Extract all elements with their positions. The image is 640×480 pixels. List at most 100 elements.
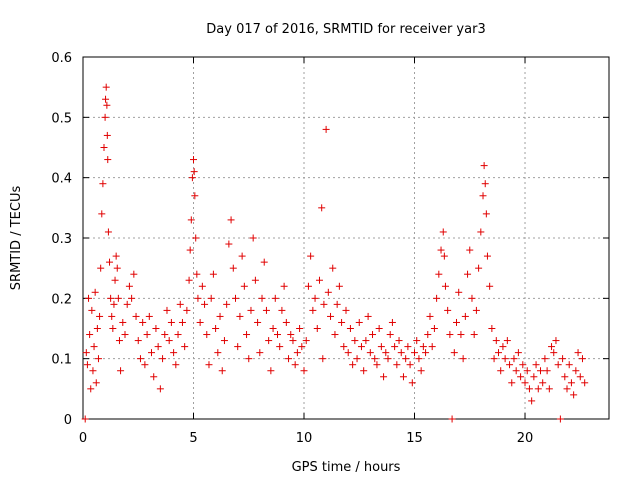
data-point <box>282 318 290 326</box>
data-point <box>530 373 538 381</box>
data-point <box>176 300 184 308</box>
data-point <box>311 294 319 302</box>
data-point <box>382 349 390 357</box>
data-point <box>101 113 109 121</box>
data-point <box>186 246 194 254</box>
data-point <box>514 349 522 357</box>
data-point <box>371 355 379 363</box>
data-point <box>300 367 308 375</box>
data-point <box>260 258 268 266</box>
data-point <box>430 325 438 332</box>
data-point <box>333 300 341 308</box>
data-point <box>220 337 228 345</box>
data-point <box>470 331 478 339</box>
data-point <box>331 331 339 339</box>
x-tick-label: 20 <box>517 431 534 446</box>
data-point <box>388 318 396 326</box>
data-point <box>351 337 359 345</box>
data-point <box>251 276 259 284</box>
x-tick-label: 5 <box>189 431 197 446</box>
data-point <box>203 331 211 339</box>
data-point <box>141 361 149 369</box>
data-point <box>93 325 101 332</box>
data-point <box>88 306 96 314</box>
data-point <box>161 331 169 339</box>
data-point <box>223 300 231 308</box>
data-point <box>258 294 266 302</box>
data-point <box>236 312 244 320</box>
data-point <box>134 337 142 345</box>
data-point <box>338 318 346 326</box>
data-point <box>262 306 270 314</box>
data-point <box>192 234 200 242</box>
data-point <box>313 325 321 332</box>
data-point <box>466 246 474 254</box>
data-point <box>366 349 374 357</box>
data-point <box>550 349 558 357</box>
data-point <box>132 312 140 320</box>
data-point <box>411 349 419 357</box>
data-point <box>399 373 407 381</box>
data-point <box>115 337 123 345</box>
data-point <box>543 367 551 375</box>
data-point <box>205 361 213 369</box>
data-point <box>402 355 410 363</box>
data-point <box>395 337 403 345</box>
data-point <box>342 306 350 314</box>
plot-frame <box>82 56 610 420</box>
data-point <box>159 355 167 363</box>
y-tick-label: 0.4 <box>51 172 72 187</box>
data-point <box>512 367 520 375</box>
data-point <box>386 331 394 339</box>
data-point <box>559 355 567 363</box>
data-point <box>163 306 171 314</box>
data-point <box>298 343 306 351</box>
data-point <box>102 95 110 103</box>
data-point <box>519 361 527 369</box>
data-point <box>114 294 122 302</box>
data-point <box>433 294 441 302</box>
ticks-layer: 0 5 10 15 20 0 0.1 0.2 0.3 0.4 0.5 0.6 <box>51 51 609 446</box>
data-point <box>302 337 310 345</box>
data-point <box>448 415 456 423</box>
data-point <box>408 379 416 387</box>
data-point <box>143 331 151 339</box>
data-point <box>364 312 372 320</box>
data-point <box>344 349 352 357</box>
data-point <box>245 355 253 363</box>
data-point <box>375 325 383 332</box>
data-point <box>506 361 514 369</box>
data-point <box>525 385 533 393</box>
data-point <box>413 337 421 345</box>
data-point <box>556 415 564 423</box>
data-point <box>278 306 286 314</box>
data-point <box>218 367 226 375</box>
data-point <box>178 318 186 326</box>
data-point <box>172 361 180 369</box>
data-point <box>209 270 217 278</box>
data-point <box>428 343 436 351</box>
data-point <box>94 355 102 363</box>
data-point <box>353 355 361 363</box>
points-layer <box>81 83 589 423</box>
data-point <box>384 355 392 363</box>
data-point <box>523 367 531 375</box>
data-point <box>450 349 458 357</box>
data-point <box>130 270 138 278</box>
x-tick-label: 10 <box>296 431 313 446</box>
data-point <box>574 349 582 357</box>
data-point <box>486 282 494 290</box>
data-point <box>453 318 461 326</box>
data-point <box>108 312 116 320</box>
data-point <box>521 379 529 387</box>
data-point <box>89 367 97 375</box>
data-point <box>99 180 107 188</box>
data-point <box>355 318 363 326</box>
data-point <box>482 210 490 218</box>
y-tick-label: 0.6 <box>51 51 72 66</box>
data-point <box>327 312 335 320</box>
data-point <box>165 337 173 345</box>
data-point <box>296 325 304 332</box>
data-point <box>83 361 91 369</box>
data-point <box>369 331 377 339</box>
